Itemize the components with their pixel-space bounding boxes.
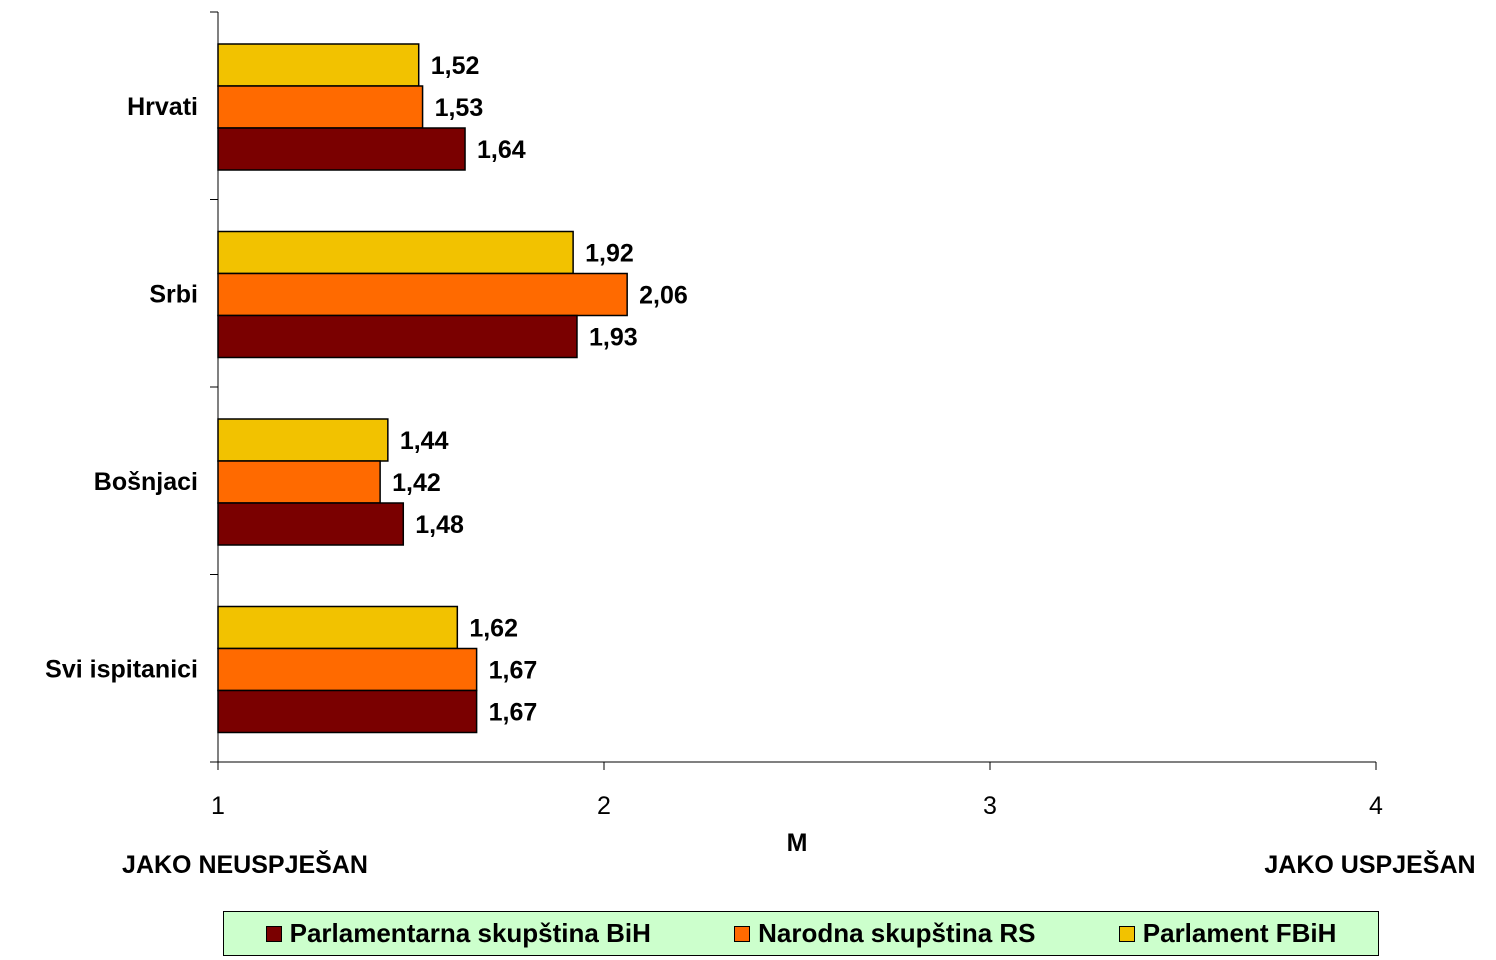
bar (217, 689, 478, 734)
bar (217, 43, 420, 87)
data-label: 1,67 (489, 699, 538, 727)
x-tick-label: 2 (597, 792, 611, 820)
data-label: 2,06 (639, 282, 688, 310)
data-label: 1,92 (585, 240, 634, 268)
bar (217, 230, 574, 275)
category-label: Bošnjaci (94, 468, 198, 496)
data-label: 1,67 (489, 657, 538, 685)
legend-item-fbih: Parlament FBiH (1118, 918, 1337, 949)
scale-right-label: JAKO USPJEŠAN (1264, 849, 1475, 879)
chart-legend: Parlamentarna skupština BiH Narodna skup… (223, 911, 1379, 956)
legend-swatch-parlamentarna (265, 925, 282, 942)
bar (217, 314, 578, 359)
x-tick-label: 3 (983, 792, 997, 820)
data-label: 1,42 (392, 469, 441, 497)
category-label: Hrvati (127, 93, 198, 121)
legend-item-narodna: Narodna skupština RS (734, 918, 1036, 949)
legend-label-narodna: Narodna skupština RS (758, 918, 1036, 948)
bar (217, 502, 405, 546)
legend-swatch-narodna (734, 925, 751, 942)
bar (217, 647, 478, 692)
x-tick-label: 1 (211, 792, 225, 820)
legend-swatch-fbih (1118, 925, 1135, 942)
bar (217, 272, 628, 317)
x-axis-title: M (787, 829, 808, 857)
category-label: Svi ispitanici (45, 655, 198, 683)
data-label: 1,93 (589, 324, 638, 352)
bar-chart: 1 2 3 4 1,52 1,53 1,64 Hrvati 1,922,061,93 Srbi 1,… (45, 11, 1476, 879)
scale-left-label: JAKO NEUSPJEŠAN (122, 849, 368, 879)
x-tick-label: 4 (1369, 792, 1383, 820)
data-label: 1,48 (415, 511, 464, 539)
bar (217, 460, 381, 504)
data-label: 1,62 (469, 615, 518, 643)
bar (217, 127, 466, 171)
legend-label-parlamentarna: Parlamentarna skupština BiH (289, 918, 651, 948)
data-label: 1,53 (435, 94, 484, 122)
data-label: 1,64 (477, 136, 526, 164)
legend-label-fbih: Parlament FBiH (1142, 918, 1337, 948)
legend-item-parlamentarna: Parlamentarna skupština BiH (265, 918, 651, 949)
category-label: Srbi (149, 280, 198, 308)
bar (217, 605, 459, 650)
bar (217, 85, 424, 129)
plot-area: 1 2 3 4 1,52 1,53 1,64 Hrvati 1,922,061,93 Srbi 1,… (45, 11, 1383, 820)
data-label: 1,44 (400, 427, 449, 455)
bar (217, 418, 389, 462)
data-label: 1,52 (431, 52, 480, 80)
